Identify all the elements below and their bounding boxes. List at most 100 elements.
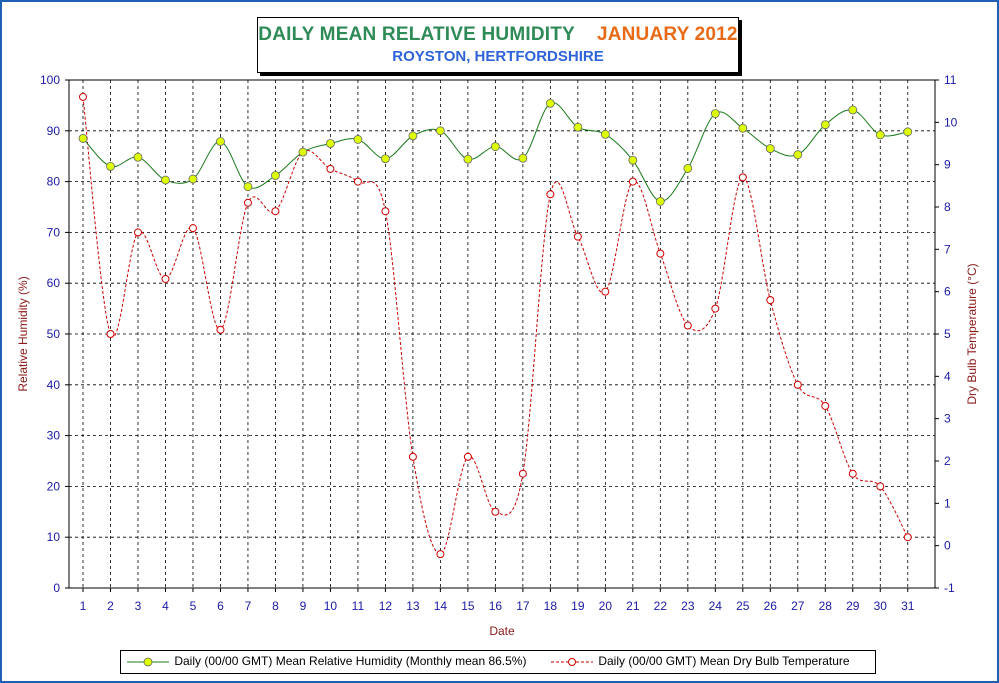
tick-label-x: 21 xyxy=(626,599,640,613)
humidity-point xyxy=(710,109,720,118)
series xyxy=(78,92,913,559)
temperature-point xyxy=(353,177,362,186)
temperature-point xyxy=(436,550,445,559)
temperature-point xyxy=(546,190,555,199)
humidity-point xyxy=(600,129,610,139)
humidity-point xyxy=(435,126,445,136)
temperature-point xyxy=(656,249,665,258)
tick-label-x: 31 xyxy=(901,599,915,613)
temperature-point xyxy=(683,321,692,330)
temperature-point xyxy=(518,469,527,478)
humidity-point xyxy=(133,152,143,162)
y-axis-right-label: Dry Bulb Temperature (°C) xyxy=(965,263,979,404)
tick-label-x: 12 xyxy=(379,599,393,613)
tick-label-left: 0 xyxy=(53,581,60,595)
humidity-point xyxy=(188,174,198,184)
tick-label-left: 20 xyxy=(47,479,61,493)
tick-label-x: 2 xyxy=(107,599,114,613)
tick-label-right: -1 xyxy=(944,581,955,595)
tick-label-x: 22 xyxy=(654,599,668,613)
tick-label-x: 7 xyxy=(245,599,252,613)
tick-label-x: 30 xyxy=(874,599,888,613)
tick-label-x: 19 xyxy=(571,599,585,613)
tick-label-right: 1 xyxy=(944,496,951,510)
tick-label-x: 11 xyxy=(352,599,365,613)
temperature-point xyxy=(738,173,747,182)
legend-item-temperature: Daily (00/00 GMT) Mean Dry Bulb Temperat… xyxy=(549,654,850,668)
temperature-point xyxy=(793,380,802,389)
grid xyxy=(69,80,935,588)
tick-label-left: 80 xyxy=(47,175,61,189)
legend: Daily (00/00 GMT) Mean Relative Humidity… xyxy=(120,650,876,674)
humidity-point xyxy=(490,142,500,151)
chart-subtitle: ROYSTON, HERTFORDSHIRE xyxy=(392,48,604,65)
tick-label-left: 70 xyxy=(47,225,61,239)
tick-label-x: 14 xyxy=(434,599,448,613)
humidity-point xyxy=(903,127,913,137)
temperature-point xyxy=(821,401,830,410)
humidity-point xyxy=(78,134,88,143)
chart-title-main: DAILY MEAN RELATIVE HUMIDITY xyxy=(258,24,575,45)
temperature-point xyxy=(381,207,390,216)
temperature-point xyxy=(161,274,170,283)
temperature-point xyxy=(188,224,197,233)
temperature-point xyxy=(601,287,610,296)
temperature-point xyxy=(271,207,280,216)
legend-item-humidity: Daily (00/00 GMT) Mean Relative Humidity… xyxy=(125,654,526,668)
temperature-point xyxy=(903,533,912,542)
humidity-point xyxy=(298,147,308,157)
y-axis-right: -1 0 1 2 3 4 5 6 7 8 9 10 11 xyxy=(935,73,958,595)
tick-label-x: 28 xyxy=(819,599,833,613)
temperature-point xyxy=(876,482,885,491)
tick-label-right: 4 xyxy=(944,369,951,383)
tick-label-left: 40 xyxy=(47,378,61,392)
tick-label-x: 13 xyxy=(406,599,420,613)
humidity-point xyxy=(820,120,830,130)
temperature-point xyxy=(216,325,225,334)
temperature-point xyxy=(848,469,857,478)
humidity-point xyxy=(655,197,665,206)
temperature-point xyxy=(408,452,417,461)
tick-label-left: 50 xyxy=(47,327,61,341)
tick-label-x: 24 xyxy=(709,599,723,613)
humidity-point xyxy=(106,161,115,171)
tick-label-left: 60 xyxy=(47,276,61,290)
temperature-point xyxy=(711,304,720,313)
tick-label-right: 9 xyxy=(944,158,951,172)
humidity-point xyxy=(765,144,775,153)
humidity-point xyxy=(848,105,858,115)
legend-temperature-label: Daily (00/00 GMT) Mean Dry Bulb Temperat… xyxy=(598,654,850,668)
tick-label-x: 5 xyxy=(190,599,197,613)
tick-label-x: 29 xyxy=(846,599,860,613)
temperature-point xyxy=(133,228,142,237)
humidity-point xyxy=(353,135,363,144)
tick-label-left: 10 xyxy=(47,530,61,544)
humidity-point xyxy=(518,153,528,163)
tick-label-x: 1 xyxy=(80,599,87,613)
humidity-point xyxy=(683,163,693,173)
temperature-point xyxy=(326,164,335,173)
temperature-point xyxy=(766,296,775,305)
chart-title: DAILY MEAN RELATIVE HUMIDITY JANUARY 2012 xyxy=(258,24,738,46)
y-axis-left-label: Relative Humidity (%) xyxy=(16,276,30,391)
chart-title-box: DAILY MEAN RELATIVE HUMIDITY JANUARY 2012… xyxy=(257,17,739,73)
humidity-point xyxy=(326,139,335,148)
tick-label-right: 3 xyxy=(944,412,951,426)
tick-label-right: 2 xyxy=(944,454,951,468)
humidity-point xyxy=(545,98,555,108)
humidity-point xyxy=(463,154,473,164)
tick-label-x: 18 xyxy=(544,599,558,613)
x-axis: 1 2 3 4 5 6 7 8 9 10 11 12 13 14 15 16 17 18 19 20 21 22 23 24 2… xyxy=(80,588,915,613)
tick-label-x: 20 xyxy=(599,599,613,613)
temperature-point xyxy=(79,92,87,101)
tick-label-x: 10 xyxy=(324,599,338,613)
humidity-point xyxy=(408,131,418,141)
humidity-point xyxy=(243,182,253,192)
tick-label-right: 5 xyxy=(944,327,951,341)
tick-label-x: 6 xyxy=(217,599,224,613)
tick-label-right: 0 xyxy=(944,539,951,553)
tick-label-right: 6 xyxy=(944,285,951,299)
legend-humidity-label: Daily (00/00 GMT) Mean Relative Humidity… xyxy=(174,654,527,668)
